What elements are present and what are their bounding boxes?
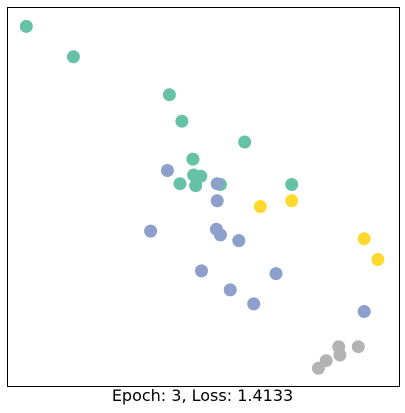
data-point [357,232,371,246]
data-point [351,340,365,354]
data-point [238,135,252,149]
data-point [357,305,371,318]
data-point [175,114,189,128]
data-point [210,194,224,208]
data-point [189,179,203,193]
data-point [247,297,261,311]
data-points [19,19,385,375]
data-point [173,177,187,191]
data-point [162,88,176,102]
data-point [269,267,283,281]
data-point [253,200,267,213]
x-axis-label: Epoch: 3, Loss: 1.4133 [111,386,294,405]
data-point [285,178,299,191]
data-point [210,177,224,191]
data-point [144,224,158,238]
data-point [186,152,200,166]
data-point [371,253,385,266]
data-point [66,50,80,64]
data-point [232,234,246,248]
plot-frame [7,7,400,387]
data-point [213,228,227,242]
data-point [333,348,347,362]
data-point [223,283,237,297]
data-point [311,361,325,375]
data-point [285,194,299,208]
data-point [160,164,174,177]
data-point [19,19,33,33]
data-point [195,264,208,278]
